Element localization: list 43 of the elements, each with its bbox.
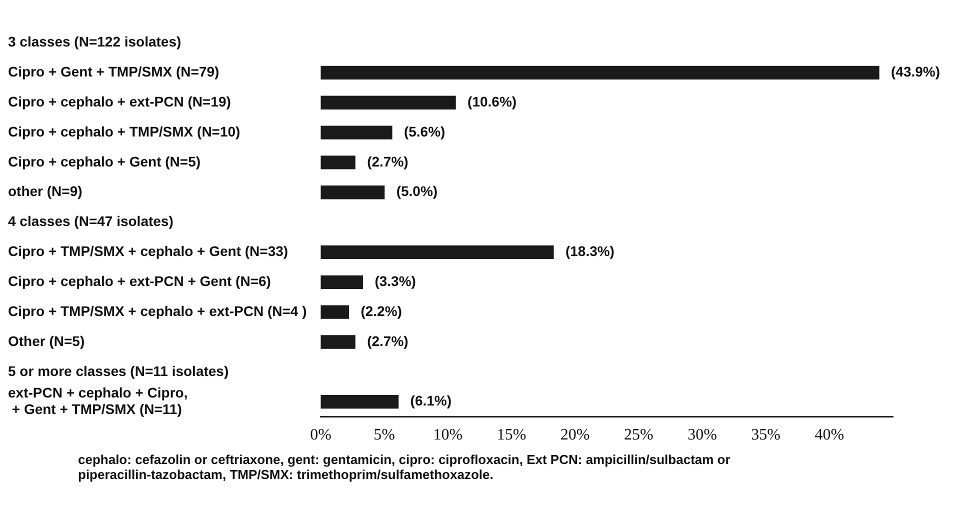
bar bbox=[320, 395, 399, 409]
y-tick-label: 3 classes (N=122 isolates) bbox=[8, 34, 182, 50]
x-tick-label: 40% bbox=[814, 426, 844, 444]
y-tick-label: Cipro + cephalo + ext-PCN + Gent (N=6) bbox=[8, 273, 271, 290]
bar bbox=[320, 275, 364, 289]
y-tick-label: 5 or more classes (N=11 isolates) bbox=[8, 362, 229, 379]
x-tick-label: 5% bbox=[374, 426, 395, 444]
y-tick-label: Cipro + TMP/SMX + cephalo + ext-PCN (N=4 ) bbox=[8, 302, 307, 319]
data-label: (2.7%) bbox=[367, 332, 408, 349]
x-tick-label: 35% bbox=[751, 426, 780, 444]
bar bbox=[320, 66, 880, 80]
bar bbox=[320, 335, 356, 349]
x-tick-label: 10% bbox=[433, 426, 463, 444]
data-label: (2.7%) bbox=[367, 153, 408, 170]
y-tick-label: 4 classes (N=47 isolates) bbox=[8, 213, 174, 230]
bar bbox=[320, 245, 554, 260]
data-label: (43.9%) bbox=[891, 64, 940, 80]
x-tick-label: 0% bbox=[310, 426, 332, 444]
data-label: (18.3%) bbox=[565, 243, 614, 260]
y-tick-label: Cipro + cephalo + ext-PCN (N=19) bbox=[8, 93, 231, 110]
y-tick-label: ext-PCN + cephalo + Cipro, + Gent + TMP/SMX (N=11) bbox=[8, 384, 188, 418]
x-tick-label: 20% bbox=[560, 426, 590, 444]
text: cephalo: cefazolin or ceftriaxone, gent: gentamicin, cipro: ciprofloxacin, Ext PCN: ampicillin/sulbactam or piperacillin-tazobactam, TMP/SMX: trimethoprim/sulfamethoxazole. bbox=[78, 452, 732, 482]
data-label: (5.6%) bbox=[404, 123, 446, 140]
data-label: (5.0%) bbox=[396, 183, 438, 200]
y-tick-label: other (N=9) bbox=[8, 183, 82, 200]
bar bbox=[320, 126, 392, 140]
bar bbox=[320, 186, 385, 200]
bar bbox=[320, 305, 350, 319]
y-tick-label: Cipro + cephalo + Gent (N=5) bbox=[8, 153, 201, 170]
y-tick-label: Other (N=5) bbox=[8, 332, 85, 349]
data-label: (2.2%) bbox=[360, 302, 402, 319]
data-label: (10.6%) bbox=[468, 93, 517, 110]
bar bbox=[320, 156, 356, 170]
bar bbox=[320, 96, 456, 110]
y-tick-label: Cipro + cephalo + TMP/SMX (N=10) bbox=[8, 123, 240, 140]
x-tick-label: 15% bbox=[496, 426, 526, 444]
data-label: (6.1%) bbox=[410, 392, 452, 409]
y-tick-label: Cipro + TMP/SMX + cephalo + Gent (N=33) bbox=[8, 243, 288, 260]
y-tick-label: Cipro + Gent + TMP/SMX (N=79) bbox=[8, 64, 220, 80]
x-tick-label: 30% bbox=[688, 426, 717, 444]
data-label: (3.3%) bbox=[374, 273, 416, 290]
x-tick-label: 25% bbox=[624, 426, 654, 444]
